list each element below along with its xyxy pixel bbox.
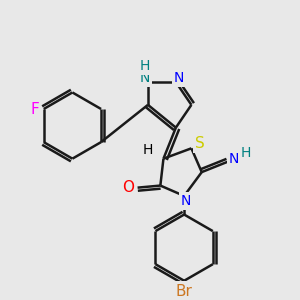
Text: S: S (195, 136, 205, 151)
Text: H: H (140, 58, 150, 73)
Text: N: N (140, 71, 150, 85)
Text: H: H (241, 146, 251, 161)
Text: H: H (143, 143, 153, 158)
Text: N: N (174, 71, 184, 85)
Text: F: F (30, 101, 39, 116)
Text: N: N (181, 194, 191, 208)
Text: Br: Br (176, 284, 193, 298)
Text: N: N (229, 152, 239, 166)
Text: O: O (122, 180, 134, 195)
